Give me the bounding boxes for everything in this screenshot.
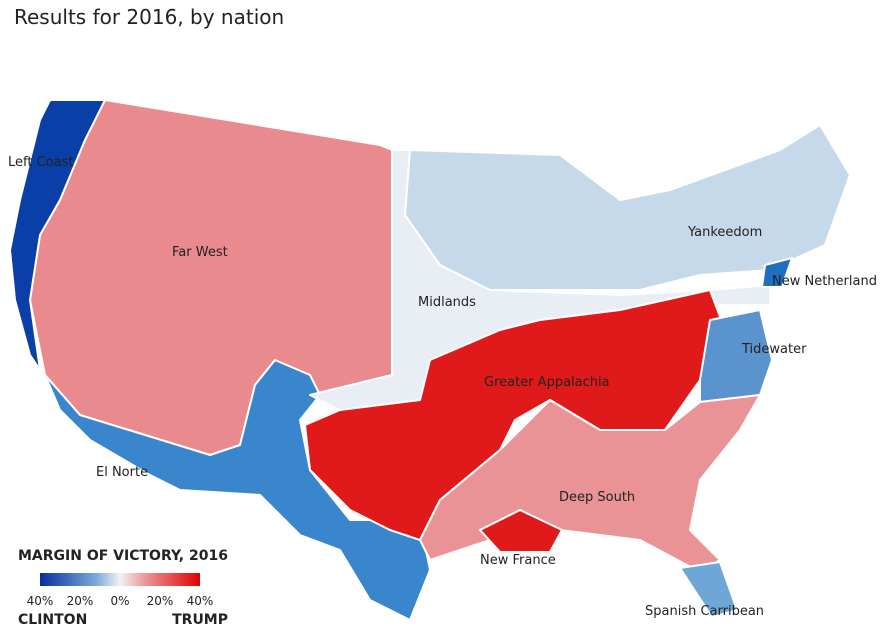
legend-tick: 20%: [147, 594, 174, 608]
region-label: Spanish Carribean: [645, 604, 764, 619]
legend: MARGIN OF VICTORY, 2016 40% 20% 0% 20% 4…: [18, 548, 228, 628]
region-label: Deep South: [559, 490, 635, 505]
region-spanish-carribean: [679, 561, 738, 618]
regions: [9, 99, 851, 621]
region-label: New Netherland: [772, 274, 877, 289]
legend-title: MARGIN OF VICTORY, 2016: [18, 548, 228, 564]
region-label: Tidewater: [741, 342, 807, 357]
legend-tick: 40%: [187, 594, 214, 608]
region-label: El Norte: [96, 465, 148, 480]
legend-scale: [40, 573, 200, 586]
legend-tick: 0%: [110, 594, 129, 608]
region-new-netherland: [761, 257, 793, 288]
region-label: Greater Appalachia: [484, 375, 610, 390]
region-new-france: [479, 509, 563, 553]
region-greater-appalachia: [304, 289, 723, 541]
region-left-coast: [9, 99, 106, 371]
region-label: New France: [480, 553, 556, 568]
legend-right: TRUMP: [172, 612, 228, 628]
region-label: Far West: [172, 245, 228, 260]
region-label: Yankeedom: [687, 225, 762, 240]
region-label: Midlands: [418, 295, 476, 310]
region-label: Left Coast: [8, 155, 73, 170]
legend-tick: 40%: [27, 594, 54, 608]
region-yankeedom: [404, 124, 851, 291]
title: Results for 2016, by nation: [14, 5, 284, 29]
legend-tick: 20%: [67, 594, 94, 608]
legend-left: CLINTON: [18, 612, 87, 628]
